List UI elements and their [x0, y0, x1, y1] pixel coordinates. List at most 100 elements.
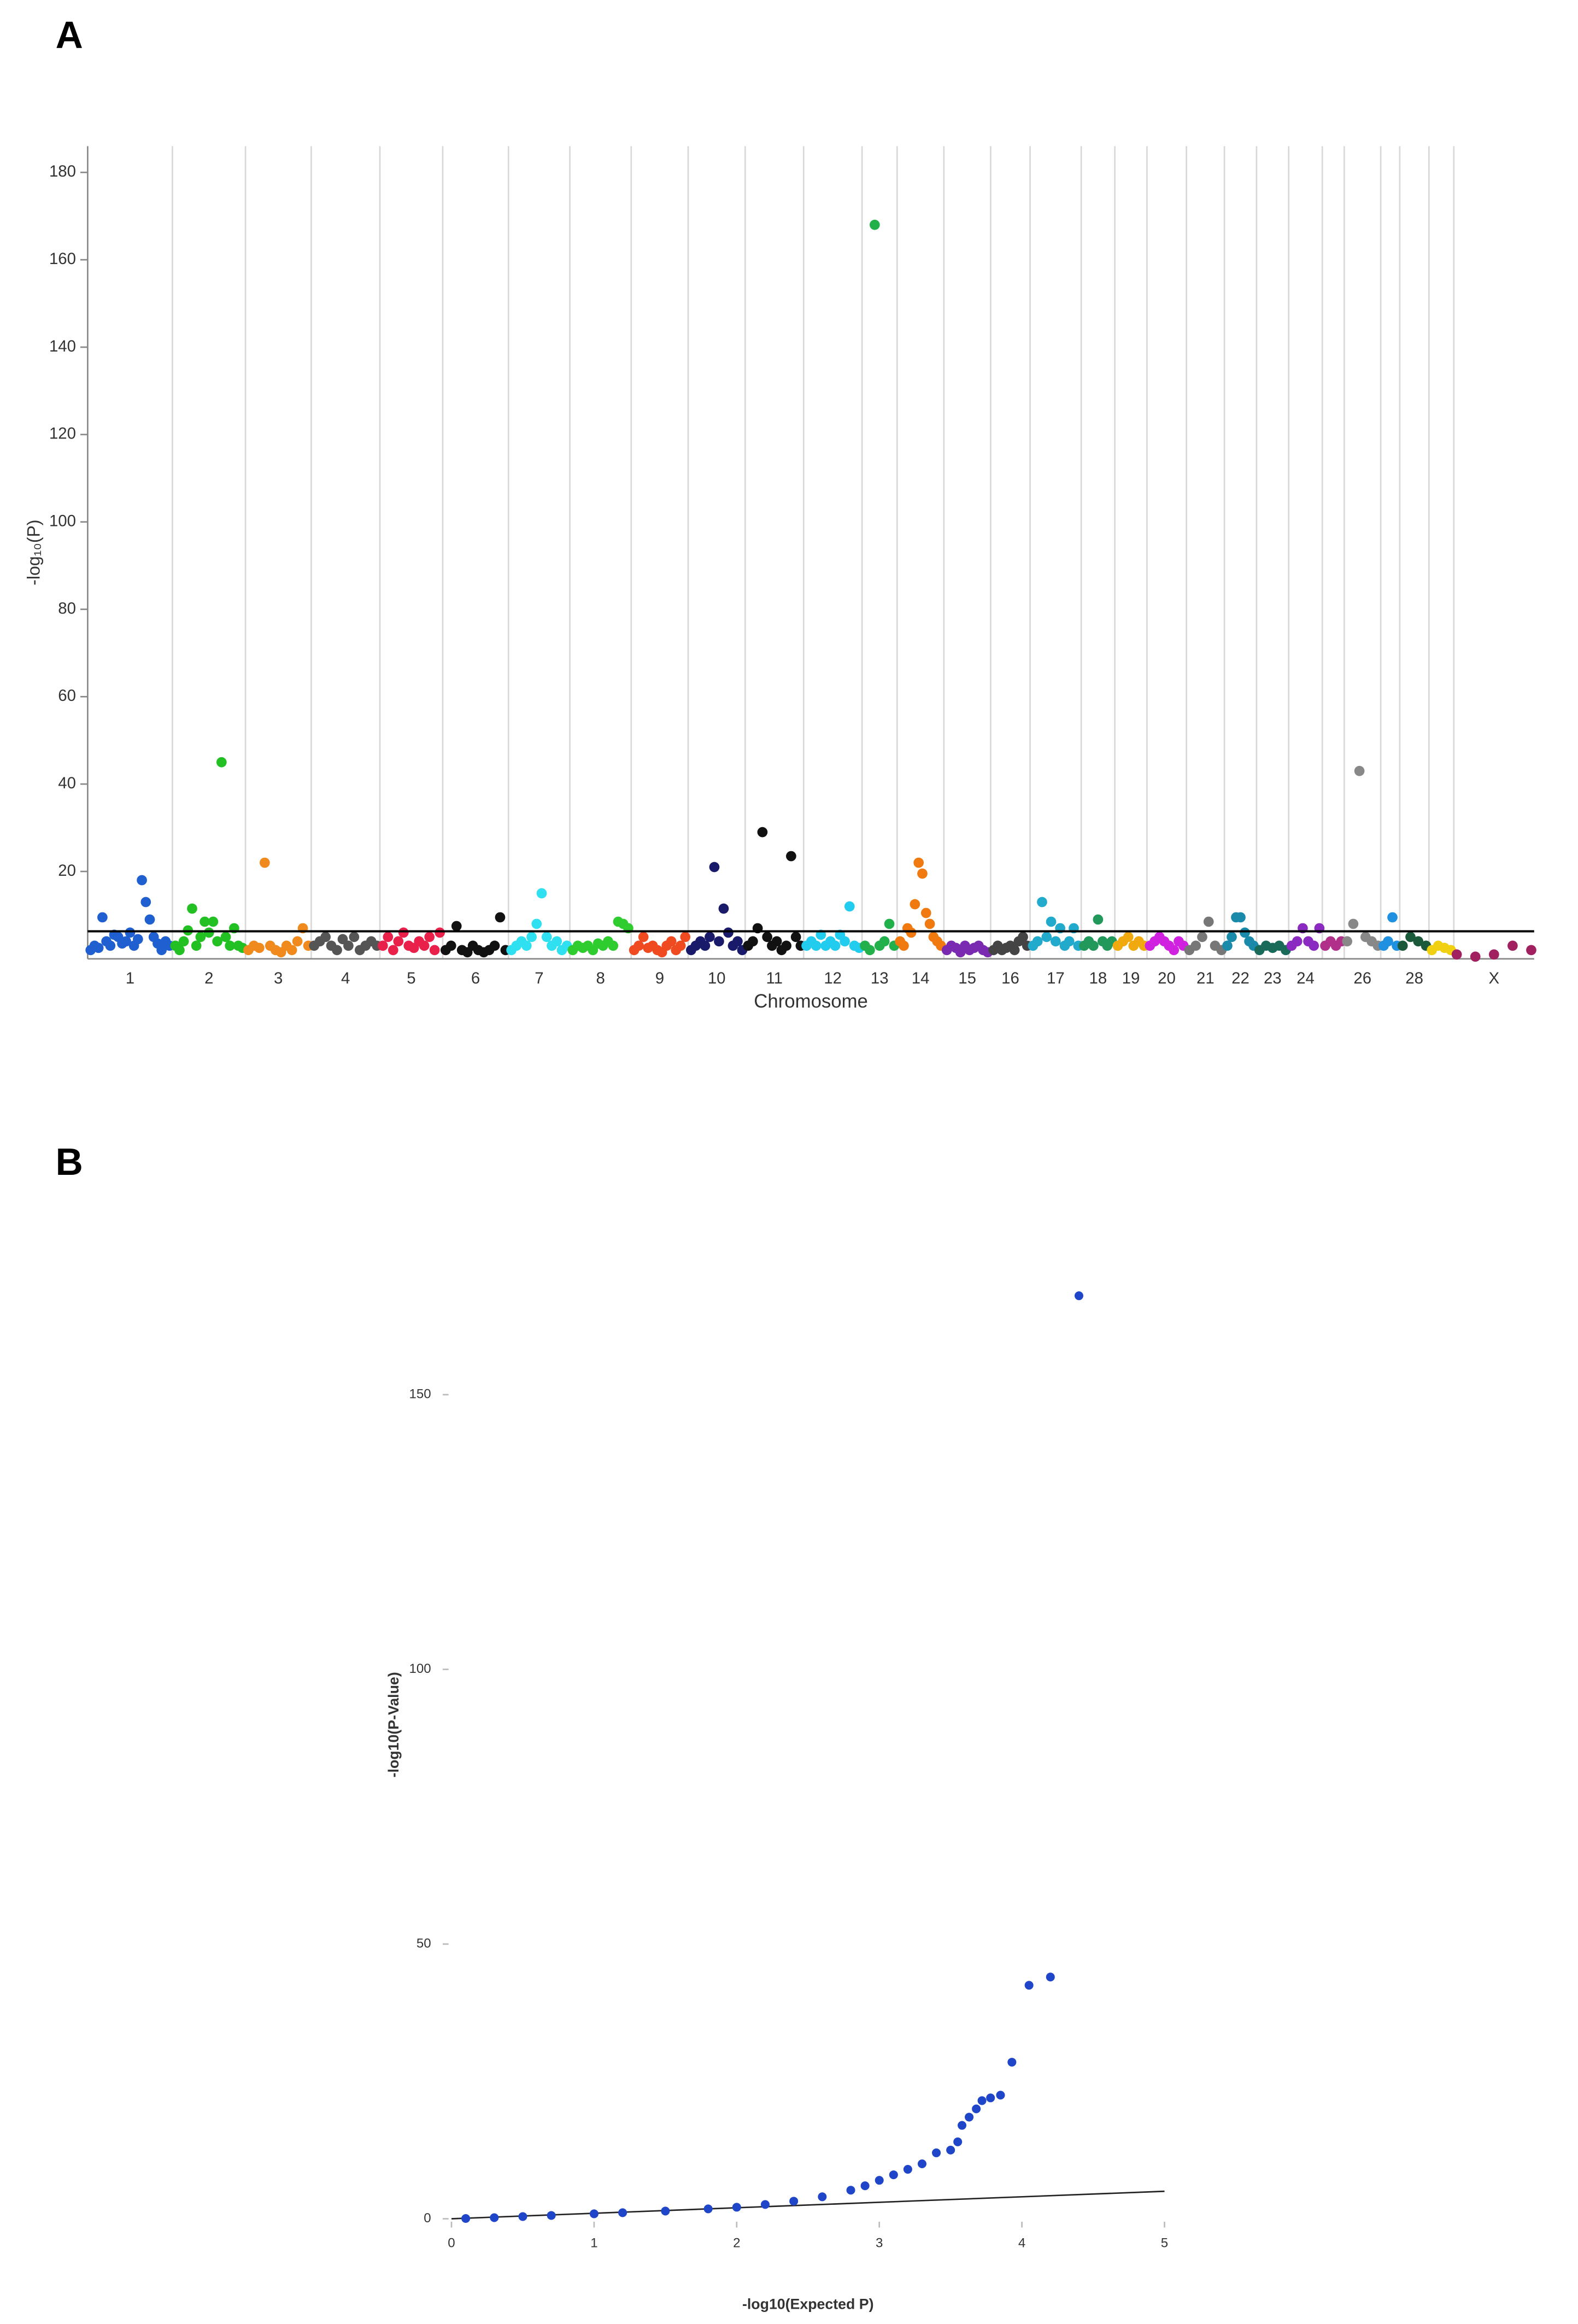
snp-point [1470, 951, 1481, 962]
y-axis-label: -log₁₀(P) [24, 519, 44, 585]
x-tick-label: 11 [766, 969, 783, 987]
snp-point [1488, 949, 1499, 960]
snp-point [125, 927, 136, 938]
snp-point [830, 940, 841, 951]
snp-point [1046, 916, 1057, 927]
snp-point [748, 936, 758, 947]
snp-point [187, 903, 197, 914]
snp-point [174, 945, 185, 956]
snp-point [178, 936, 189, 947]
snp-point [552, 936, 562, 947]
qq-point [760, 2200, 770, 2209]
x-tick-label: 4 [341, 969, 350, 987]
snp-point [349, 932, 360, 943]
qq-point [903, 2165, 912, 2174]
qq-point [703, 2204, 713, 2214]
x-tick-label: 26 [1353, 969, 1371, 987]
panel-label: B [56, 1140, 83, 1183]
y-tick-label: 80 [58, 599, 76, 617]
snp-point [121, 936, 132, 947]
x-axis-label: -log10(Expected P) [742, 2296, 874, 2312]
snp-point [93, 943, 104, 953]
qq-point [1007, 2058, 1017, 2067]
snp-point [700, 940, 711, 951]
snp-point [212, 936, 222, 947]
snp-point [1383, 936, 1393, 947]
x-tick-label: 21 [1196, 969, 1215, 987]
snp-point [1354, 765, 1365, 776]
snp-point [732, 936, 743, 947]
snp-point [445, 940, 456, 951]
snp-point [844, 901, 855, 912]
snp-point [132, 934, 143, 945]
snp-point [216, 757, 227, 768]
snp-point [1088, 940, 1099, 951]
y-tick-label: 140 [49, 337, 76, 355]
x-tick-label: 0 [448, 2235, 455, 2250]
x-tick-label: 19 [1122, 969, 1140, 987]
x-tick-label: 12 [824, 969, 842, 987]
qq-point [589, 2209, 599, 2218]
qq-point [618, 2208, 627, 2217]
snp-point [865, 945, 875, 956]
qq-point [818, 2192, 827, 2202]
snp-point [910, 899, 920, 910]
snp-point [869, 219, 880, 230]
snp-point [144, 914, 155, 925]
x-tick-label: 22 [1231, 969, 1250, 987]
snp-point [718, 903, 729, 914]
snp-point [884, 918, 895, 929]
snp-point [924, 918, 935, 929]
snp-point [1222, 940, 1233, 951]
snp-point [1203, 916, 1214, 927]
snp-point [343, 940, 354, 951]
snp-point [495, 912, 506, 923]
x-tick-label: 2 [204, 969, 213, 987]
snp-point [419, 940, 430, 951]
snp-point [1348, 918, 1359, 929]
x-tick-label: 23 [1264, 969, 1282, 987]
snp-point [1387, 912, 1398, 923]
snp-point [790, 932, 801, 943]
x-tick-label: 3 [274, 969, 283, 987]
snp-point [1123, 932, 1134, 943]
snp-point [1405, 932, 1416, 943]
x-tick-label: 7 [535, 969, 543, 987]
snp-point [195, 932, 206, 943]
snp-point [680, 932, 691, 943]
snp-point [1342, 936, 1352, 947]
snp-point [393, 936, 404, 947]
y-tick-label: 100 [49, 512, 76, 530]
x-tick-label: 6 [471, 969, 480, 987]
snp-point [526, 932, 537, 943]
snp-point [1169, 945, 1180, 956]
x-tick-label: 5 [407, 969, 415, 987]
qq-point [860, 2181, 870, 2191]
qq-point [932, 2148, 941, 2157]
x-tick-label: 20 [1158, 969, 1176, 987]
snp-point [913, 857, 924, 868]
snp-point [1413, 936, 1424, 947]
qq-point [977, 2096, 987, 2105]
x-tick-label: 24 [1297, 969, 1315, 987]
snp-point [332, 945, 342, 956]
snp-point [1018, 932, 1028, 943]
qq-point [547, 2211, 556, 2220]
snp-point [1240, 927, 1250, 938]
snp-point [435, 927, 445, 938]
snp-point [541, 932, 552, 943]
snp-point [489, 940, 500, 951]
x-tick-label: 1 [590, 2235, 597, 2250]
y-tick-label: 100 [409, 1661, 431, 1676]
snp-point [781, 940, 791, 951]
qq-point [953, 2137, 963, 2146]
x-tick-label: X [1488, 969, 1499, 987]
panel-label: A [56, 14, 83, 56]
snp-point [723, 927, 734, 938]
snp-point [200, 916, 210, 927]
snp-point [105, 940, 116, 951]
snp-point [1064, 936, 1075, 947]
snp-point [156, 945, 167, 956]
snp-point [1032, 936, 1043, 947]
x-tick-label: 15 [958, 969, 976, 987]
